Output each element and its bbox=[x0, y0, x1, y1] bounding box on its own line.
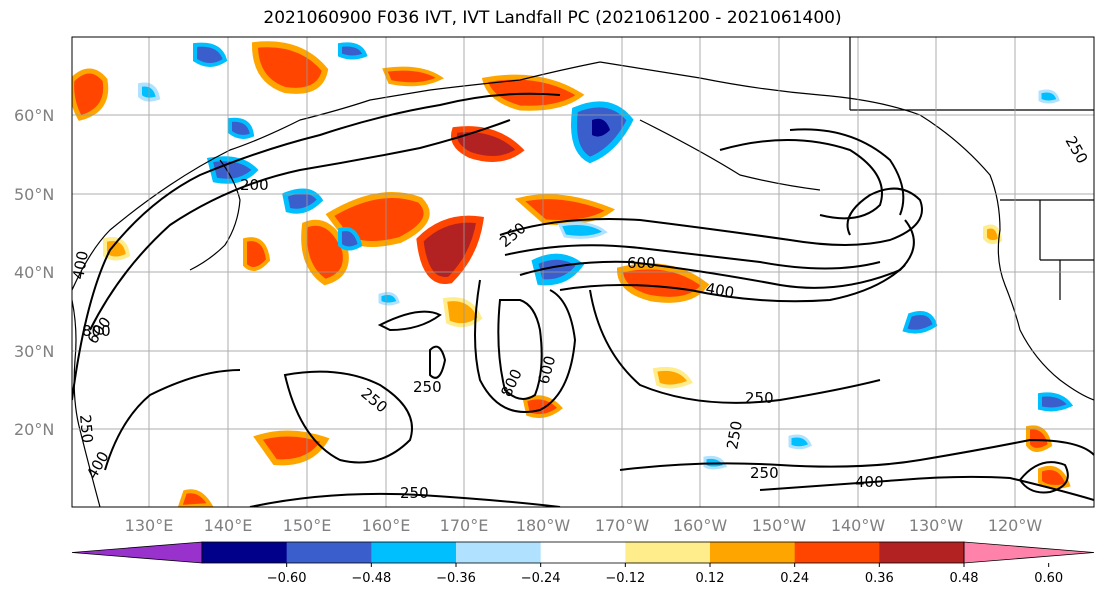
colorbar-segment bbox=[879, 542, 964, 563]
lon-label: 170°E bbox=[440, 516, 489, 535]
colorbar-segment bbox=[541, 542, 626, 563]
contour-label: 250 bbox=[750, 464, 779, 482]
lon-label: 160°W bbox=[673, 516, 728, 535]
lon-label: 130°E bbox=[125, 516, 174, 535]
lon-label: 150°E bbox=[283, 516, 332, 535]
colorbar-segment bbox=[710, 542, 795, 563]
colorbar-segment bbox=[625, 542, 710, 563]
lon-label: 130°W bbox=[909, 516, 964, 535]
colorbar-segment bbox=[202, 542, 287, 563]
colorbar-tick-label: −0.36 bbox=[436, 571, 476, 586]
longitude-labels: 130°E 140°E 150°E 160°E 170°E 180°W 170°… bbox=[125, 516, 1043, 535]
colorbar-segment bbox=[287, 542, 372, 563]
lon-label: 160°E bbox=[362, 516, 411, 535]
colorbar-tick-label: 0.12 bbox=[696, 571, 725, 586]
colorbar-tick-label: −0.24 bbox=[521, 571, 561, 586]
colorbar-tick-label: 0.60 bbox=[1034, 571, 1063, 586]
lon-label: 150°W bbox=[752, 516, 807, 535]
contour-label: 250 bbox=[413, 378, 442, 396]
contour-label: 400 bbox=[855, 473, 884, 491]
colorbar-tick-label: −0.48 bbox=[351, 571, 391, 586]
contour-label: 800 bbox=[82, 322, 111, 340]
colorbar-ticks: −0.60 −0.48 −0.36 −0.24 −0.12 0.12 0.24 0.36 0.4… bbox=[267, 563, 1063, 586]
lat-label: 30°N bbox=[14, 342, 54, 361]
colorbar-segment bbox=[456, 542, 541, 563]
colorbar bbox=[72, 542, 1094, 563]
colorbar-tick-label: −0.60 bbox=[267, 571, 307, 586]
lat-label: 60°N bbox=[14, 106, 54, 125]
contour-label: 250 bbox=[400, 484, 429, 502]
contour-label: 250 bbox=[76, 414, 96, 444]
lon-label: 180°W bbox=[516, 516, 571, 535]
colorbar-tick-label: −0.12 bbox=[605, 571, 645, 586]
colorbar-tick-label: 0.36 bbox=[865, 571, 894, 586]
contour-label: 200 bbox=[240, 176, 269, 194]
lon-label: 120°W bbox=[988, 516, 1043, 535]
colorbar-extend-low bbox=[72, 542, 202, 563]
lat-label: 50°N bbox=[14, 185, 54, 204]
lat-label: 20°N bbox=[14, 420, 54, 439]
lon-label: 140°W bbox=[831, 516, 886, 535]
colorbar-segment bbox=[795, 542, 880, 563]
latitude-labels: 60°N 50°N 40°N 30°N 20°N bbox=[14, 106, 54, 439]
colorbar-tick-label: 0.24 bbox=[780, 571, 809, 586]
contour-label: 600 bbox=[627, 254, 656, 272]
contour-label: 250 bbox=[745, 389, 774, 407]
lon-label: 140°E bbox=[204, 516, 253, 535]
lon-label: 170°W bbox=[595, 516, 650, 535]
colorbar-segment bbox=[371, 542, 456, 563]
colorbar-extend-high bbox=[964, 542, 1094, 563]
colorbar-tick-label: 0.48 bbox=[950, 571, 979, 586]
lat-label: 40°N bbox=[14, 263, 54, 282]
